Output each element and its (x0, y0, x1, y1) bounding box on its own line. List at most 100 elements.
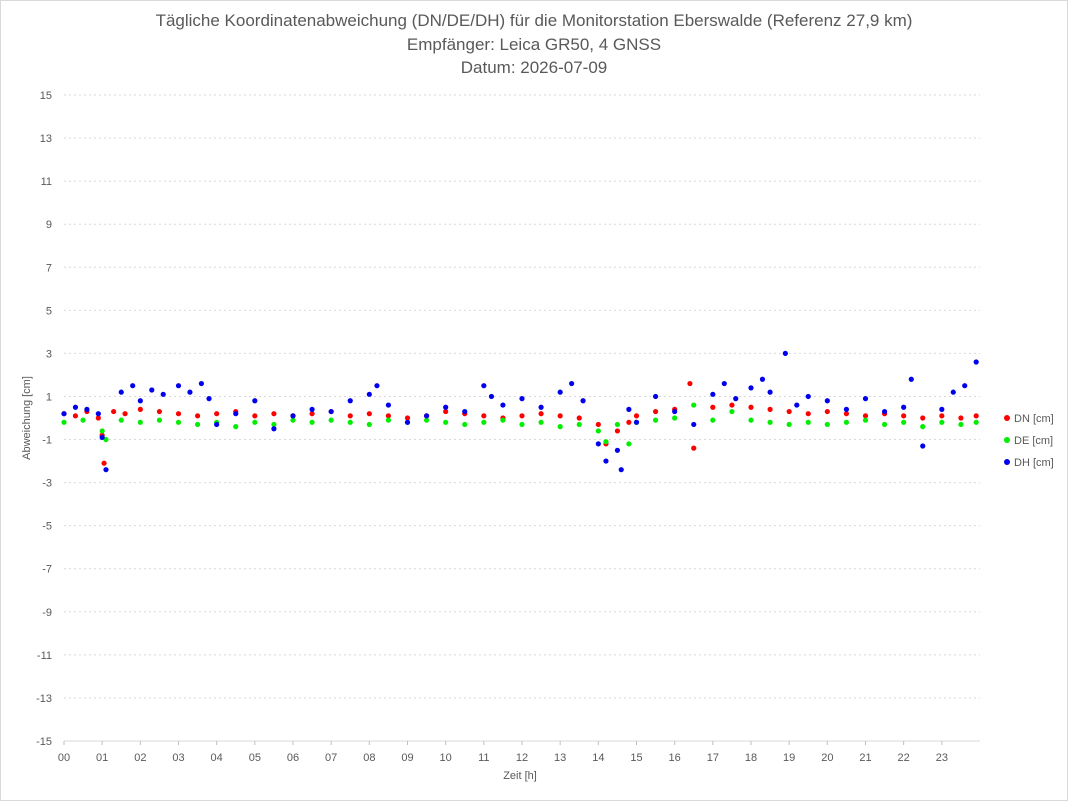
data-point (748, 417, 754, 423)
data-point (710, 404, 716, 410)
data-point (595, 441, 601, 447)
data-point (805, 411, 811, 417)
data-point (404, 419, 411, 425)
data-point (633, 419, 640, 425)
x-tick-label: 06 (287, 752, 299, 764)
data-point (175, 383, 182, 389)
x-tick-label: 17 (707, 752, 719, 764)
data-point (80, 417, 86, 423)
x-tick-label: 14 (592, 752, 604, 764)
data-point (462, 421, 468, 428)
data-point (901, 404, 907, 410)
data-point (347, 419, 353, 425)
data-point (175, 411, 182, 417)
data-point (672, 408, 678, 415)
data-point (404, 415, 411, 421)
y-tick-labels: 15 13 11 9 7 5 3 1 -1 -3 -5 -7 -9 -11 -13 -15 (36, 90, 52, 748)
y-tick-label: -11 (37, 650, 52, 662)
data-point (721, 380, 727, 387)
x-tick-label: 11 (478, 752, 489, 764)
data-point (901, 419, 907, 425)
data-point (538, 419, 544, 425)
x-tick-label: 20 (821, 752, 833, 764)
x-tick-label: 13 (554, 752, 566, 764)
data-point (920, 424, 926, 430)
data-point (710, 417, 716, 423)
data-point (519, 421, 525, 428)
data-point (767, 419, 773, 425)
data-point (759, 376, 766, 382)
data-point (366, 391, 372, 397)
chart-title: Tägliche Koordinatenabweichung (DN/DE/DH… (155, 11, 913, 30)
data-point (481, 383, 487, 389)
x-tick-label: 22 (898, 752, 910, 764)
x-tick-label: 15 (630, 752, 642, 764)
y-tick-label: -5 (42, 521, 52, 533)
data-point (843, 419, 850, 425)
data-point (99, 428, 105, 434)
x-tick-label: 23 (936, 752, 948, 764)
data-point (290, 413, 296, 419)
data-point (595, 428, 601, 434)
data-point (111, 408, 117, 415)
data-point (328, 417, 334, 423)
data-point (61, 419, 67, 425)
series-2 (61, 350, 979, 473)
x-tick-labels: 00 01 02 03 04 05 06 07 08 09 10 11 12 13 14 15 16 17 18 19… (58, 741, 948, 764)
data-point (423, 417, 430, 423)
legend-label: DN [cm] (1014, 413, 1054, 425)
y-tick-label: 9 (46, 219, 52, 231)
x-tick-label: 04 (211, 752, 223, 764)
data-point (72, 404, 79, 410)
data-point (233, 411, 239, 417)
x-tick-label: 12 (516, 752, 528, 764)
chart-subtitle-date: Datum: 2026-07-09 (460, 58, 608, 77)
x-tick-label: 10 (440, 752, 452, 764)
data-point (557, 424, 563, 430)
y-tick-label: 3 (46, 348, 52, 360)
x-axis-label: Zeit [h] (503, 770, 537, 782)
data-point (137, 419, 143, 425)
x-tick-label: 16 (669, 752, 681, 764)
data-point (862, 417, 869, 423)
data-point (908, 376, 914, 382)
data-point (103, 467, 109, 473)
data-point (557, 389, 563, 395)
data-point (691, 421, 697, 428)
data-point (103, 436, 109, 443)
y-tick-label: 13 (40, 133, 52, 145)
y-tick-label: -3 (42, 478, 52, 490)
data-point (767, 389, 773, 395)
data-point (843, 406, 850, 412)
data-point (691, 445, 697, 451)
data-point (347, 398, 353, 404)
data-point (481, 413, 487, 419)
x-tick-label: 01 (96, 752, 108, 764)
legend-marker (1004, 437, 1010, 443)
data-point (519, 413, 525, 419)
data-point (824, 421, 830, 428)
data-point (95, 411, 101, 417)
data-point (939, 406, 945, 412)
data-point (206, 396, 212, 402)
data-point (214, 411, 220, 417)
data-point (626, 406, 632, 412)
y-axis-label: Abweichung [cm] (21, 376, 33, 460)
data-point (687, 380, 693, 387)
data-point (366, 421, 372, 428)
y-tick-label: 11 (41, 176, 52, 188)
y-tick-label: -9 (42, 607, 52, 619)
legend-marker (1004, 415, 1010, 421)
data-point (733, 396, 739, 402)
y-tick-label: 15 (40, 90, 52, 102)
data-point (862, 413, 869, 419)
data-point (481, 419, 487, 425)
data-point (569, 380, 575, 387)
data-point (958, 421, 964, 428)
data-point (84, 406, 90, 412)
data-point (920, 415, 926, 421)
data-point (782, 350, 788, 356)
data-point (130, 383, 136, 389)
data-point (901, 413, 907, 419)
data-point (729, 402, 735, 408)
